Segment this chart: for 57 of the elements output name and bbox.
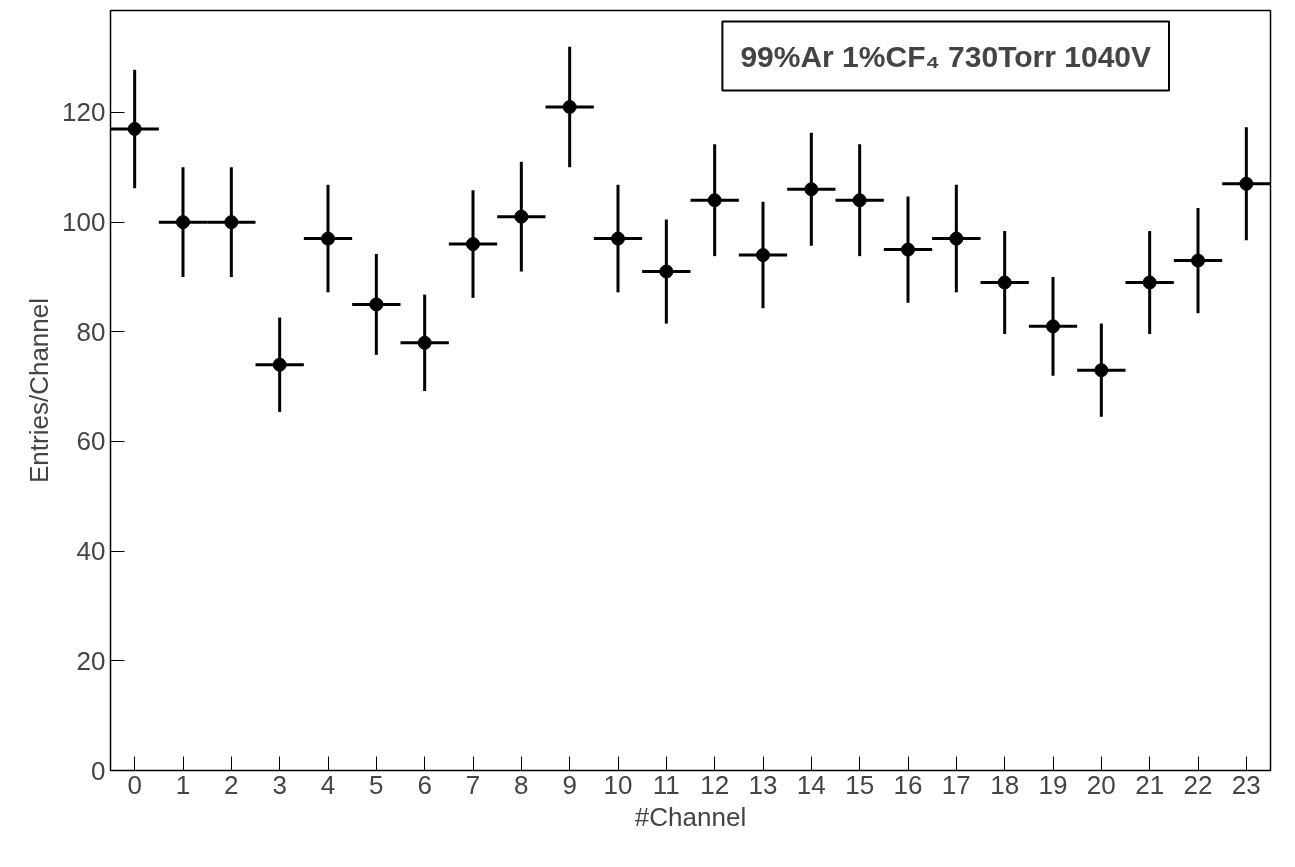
point (707, 193, 722, 208)
x-tick-label: 16 (893, 769, 923, 800)
x-tick-label: 5 (369, 769, 384, 800)
y-tick-label: 100 (62, 207, 106, 238)
x-tick-label: 23 (1231, 769, 1261, 800)
x-tick-label: 17 (941, 769, 971, 800)
x-tick-label: 4 (320, 769, 336, 800)
point (127, 121, 142, 136)
point (804, 182, 819, 197)
x-tick-label: 6 (417, 769, 432, 800)
y-tick-label: 80 (76, 316, 106, 347)
point (514, 209, 529, 224)
x-tick-label: 9 (562, 769, 577, 800)
y-tick-label: 20 (76, 645, 106, 676)
x-tick-label: 11 (652, 769, 680, 800)
point (1094, 363, 1109, 378)
y-tick-label: 60 (76, 426, 106, 457)
point (997, 275, 1012, 290)
x-tick-label: 14 (796, 769, 826, 800)
x-tick-label: 0 (127, 769, 142, 800)
x-tick-label: 2 (224, 769, 239, 800)
point (562, 100, 577, 114)
x-axis-title: #Channel (634, 801, 747, 832)
x-tick-label: 18 (990, 769, 1020, 800)
point (1142, 275, 1157, 290)
x-tick-label: 12 (700, 769, 730, 800)
x-tick-label: 7 (465, 769, 481, 800)
x-tick-label: 10 (603, 769, 633, 800)
point (852, 193, 867, 208)
y-tick-label: 40 (76, 536, 106, 567)
point (466, 237, 480, 252)
point (949, 231, 964, 246)
x-tick-label: 20 (1086, 769, 1116, 800)
y-tick-label: 120 (62, 97, 106, 128)
y-axis-title: Entries/Channel (24, 298, 55, 483)
x-tick-label: 3 (272, 769, 287, 800)
x-tick-label: 22 (1183, 769, 1213, 800)
point (1239, 176, 1254, 191)
x-tick-label: 15 (845, 769, 875, 800)
point (321, 231, 335, 246)
point (659, 264, 674, 279)
x-tick-label: 13 (748, 769, 778, 800)
text: 99%Ar 1%CF₄ 730Torr 1040V (740, 39, 1152, 73)
point (272, 357, 287, 372)
point (176, 215, 190, 230)
x-tick-label: 8 (514, 769, 529, 800)
x-tick-label: 1 (175, 769, 191, 800)
point (756, 248, 770, 263)
point (1191, 253, 1205, 268)
point (1046, 319, 1060, 334)
point (224, 215, 239, 230)
x-tick-label: 19 (1038, 769, 1068, 800)
point (901, 242, 915, 257)
point (417, 335, 432, 350)
point (369, 297, 384, 312)
x-tick-label: 21 (1135, 769, 1165, 800)
point (611, 231, 625, 246)
